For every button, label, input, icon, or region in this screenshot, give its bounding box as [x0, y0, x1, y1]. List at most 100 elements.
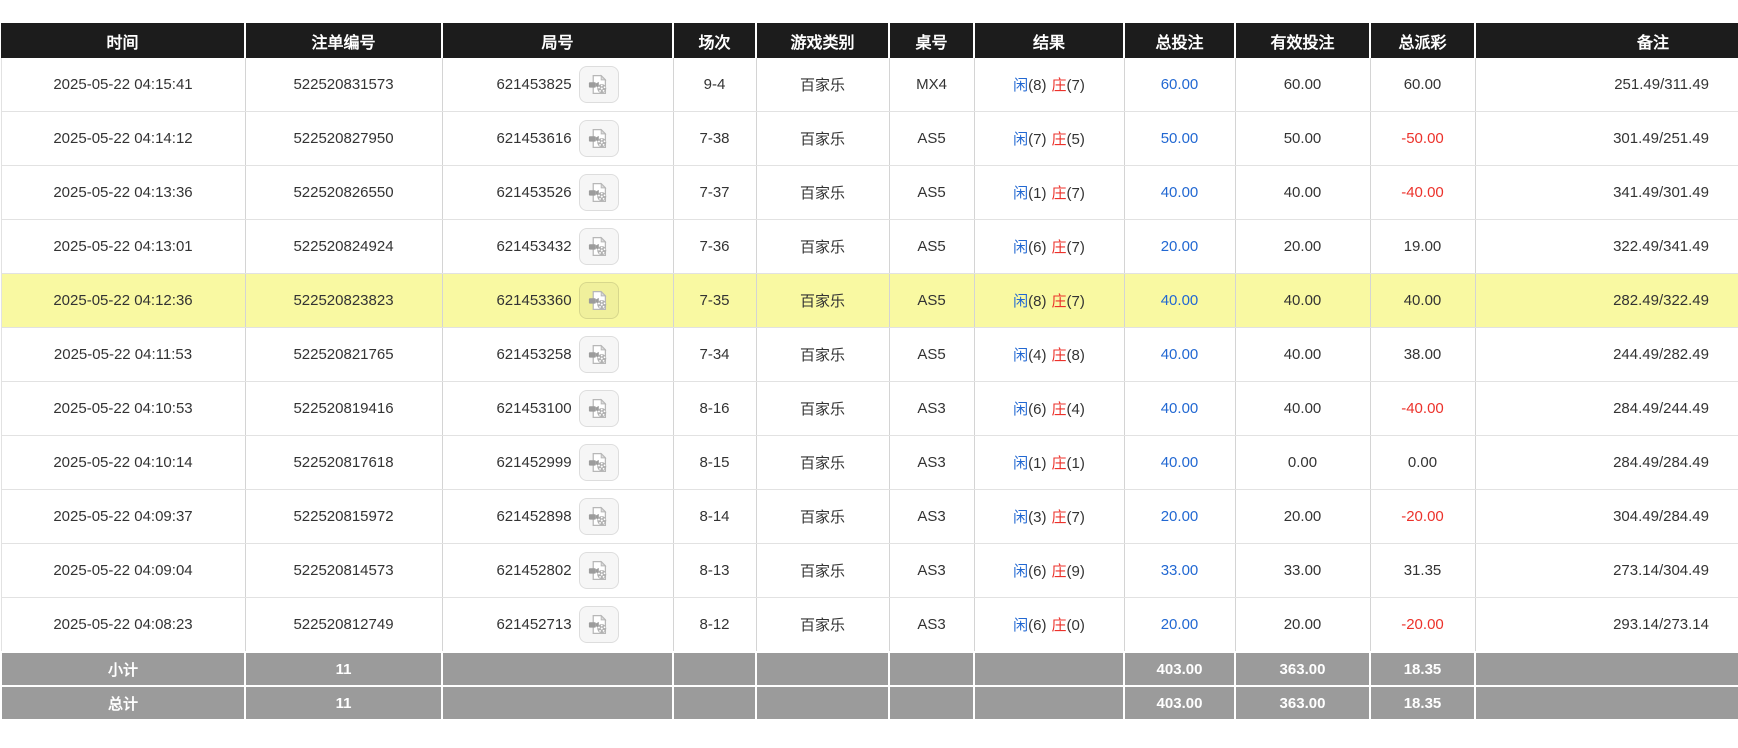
total-bet-cell: 20.00 [1124, 597, 1236, 653]
result-cell: 闲(6) 庄(7) [974, 219, 1125, 274]
video-replay-button[interactable] [578, 228, 619, 265]
video-replay-button[interactable] [578, 120, 619, 157]
total-payout-cell: -40.00 [1370, 381, 1476, 436]
bet-id-cell: 522520812749 [245, 597, 443, 653]
session-cell: 8-13 [673, 543, 757, 598]
table-no-cell: AS5 [889, 327, 975, 382]
column-header-time: 时间 [1, 23, 246, 58]
total-payout-cell: -40.00 [1370, 165, 1476, 220]
result-cell: 闲(8) 庄(7) [974, 58, 1125, 112]
time-cell: 2025-05-22 04:08:23 [0, 597, 246, 653]
summary-empty-cell [672, 651, 757, 687]
subtotal-valid-bet: 363.00 [1234, 651, 1371, 687]
valid-bet-cell: 40.00 [1235, 273, 1371, 328]
session-cell: 8-12 [673, 597, 757, 653]
valid-bet-cell: 20.00 [1235, 597, 1371, 653]
round-number: 621453100 [496, 400, 572, 417]
summary-empty-cell [888, 685, 975, 721]
game-type-cell: 百家乐 [756, 489, 890, 544]
video-replay-button[interactable] [578, 498, 619, 535]
page: 时间 注单编号 局号 场次 游戏类别 桌号 结果 总投注 有效投注 总派彩 备注… [0, 23, 1738, 721]
player-label: 闲 [1013, 77, 1029, 94]
grand-total-total-bet: 403.00 [1123, 685, 1236, 721]
table-no-cell: AS5 [889, 165, 975, 220]
round-group: 621452999 [496, 444, 619, 481]
table-no-cell: AS3 [889, 381, 975, 436]
video-replay-button[interactable] [578, 336, 619, 373]
session-cell: 7-35 [673, 273, 757, 328]
player-points: (6) [1028, 401, 1047, 418]
remark-cell: 322.49/341.49 [1475, 219, 1738, 274]
time-cell: 2025-05-22 04:09:37 [0, 489, 246, 544]
table-no-cell: AS3 [889, 543, 975, 598]
round-number: 621453432 [496, 238, 572, 255]
bet-records-table: 时间 注单编号 局号 场次 游戏类别 桌号 结果 总投注 有效投注 总派彩 备注… [0, 23, 1738, 721]
column-header-session: 场次 [673, 23, 757, 58]
table-row: 2025-05-22 04:09:37 522520815972 6214528… [0, 489, 1738, 544]
total-bet-cell: 40.00 [1124, 165, 1236, 220]
round-number: 621453825 [496, 76, 572, 93]
table-no-cell: AS3 [889, 489, 975, 544]
valid-bet-cell: 20.00 [1235, 219, 1371, 274]
video-icon [588, 128, 607, 148]
game-type-cell: 百家乐 [756, 219, 890, 274]
bet-id-cell: 522520826550 [245, 165, 443, 220]
column-header-total-bet: 总投注 [1124, 23, 1236, 58]
table-row: 2025-05-22 04:09:04 522520814573 6214528… [0, 543, 1738, 598]
game-type-cell: 百家乐 [756, 435, 890, 490]
video-replay-button[interactable] [578, 282, 619, 319]
session-cell: 7-34 [673, 327, 757, 382]
summary-empty-cell [973, 685, 1125, 721]
table-row: 2025-05-22 04:11:53 522520821765 6214532… [0, 327, 1738, 382]
round-group: 621452898 [496, 498, 619, 535]
banker-points: (7) [1066, 185, 1085, 202]
total-payout-cell: -50.00 [1370, 111, 1476, 166]
total-bet-cell: 20.00 [1124, 219, 1236, 274]
remark-cell: 341.49/301.49 [1475, 165, 1738, 220]
total-payout-cell: 31.35 [1370, 543, 1476, 598]
round-group: 621453526 [496, 174, 619, 211]
summary-empty-cell [755, 685, 890, 721]
banker-points: (1) [1066, 455, 1085, 472]
banker-points: (4) [1066, 401, 1085, 418]
round-cell: 621453360 [442, 273, 674, 328]
banker-points: (5) [1066, 131, 1085, 148]
remark-cell: 273.14/304.49 [1475, 543, 1738, 598]
video-replay-button[interactable] [578, 66, 619, 103]
column-header-game-type: 游戏类别 [756, 23, 890, 58]
banker-label: 庄 [1051, 455, 1067, 472]
remark-cell: 244.49/282.49 [1475, 327, 1738, 382]
total-bet-cell: 20.00 [1124, 489, 1236, 544]
valid-bet-cell: 40.00 [1235, 327, 1371, 382]
valid-bet-cell: 40.00 [1235, 381, 1371, 436]
valid-bet-cell: 20.00 [1235, 489, 1371, 544]
bet-id-cell: 522520814573 [245, 543, 443, 598]
total-payout-cell: -20.00 [1370, 489, 1476, 544]
game-type-cell: 百家乐 [756, 597, 890, 653]
video-replay-button[interactable] [578, 552, 619, 589]
banker-label: 庄 [1051, 77, 1067, 94]
game-type-cell: 百家乐 [756, 327, 890, 382]
total-payout-cell: 38.00 [1370, 327, 1476, 382]
total-payout-cell: 19.00 [1370, 219, 1476, 274]
game-type-cell: 百家乐 [756, 381, 890, 436]
video-replay-button[interactable] [578, 444, 619, 481]
video-replay-button[interactable] [578, 174, 619, 211]
round-number: 621453360 [496, 292, 572, 309]
remark-cell: 284.49/244.49 [1475, 381, 1738, 436]
result-cell: 闲(6) 庄(9) [974, 543, 1125, 598]
table-row: 2025-05-22 04:15:41 522520831573 6214538… [0, 58, 1738, 112]
summary-empty-cell [755, 651, 890, 687]
subtotal-total-payout: 18.35 [1369, 651, 1476, 687]
table-row: 2025-05-22 04:14:12 522520827950 6214536… [0, 111, 1738, 166]
video-replay-button[interactable] [578, 606, 619, 643]
grand-total-row: 总计 11 403.00 363.00 18.35 [0, 685, 1738, 721]
valid-bet-cell: 0.00 [1235, 435, 1371, 490]
player-label: 闲 [1013, 131, 1029, 148]
video-replay-button[interactable] [578, 390, 619, 427]
column-header-total-payout: 总派彩 [1370, 23, 1476, 58]
grand-total-total-payout: 18.35 [1369, 685, 1476, 721]
banker-label: 庄 [1051, 563, 1067, 580]
banker-label: 庄 [1051, 509, 1067, 526]
valid-bet-cell: 40.00 [1235, 165, 1371, 220]
